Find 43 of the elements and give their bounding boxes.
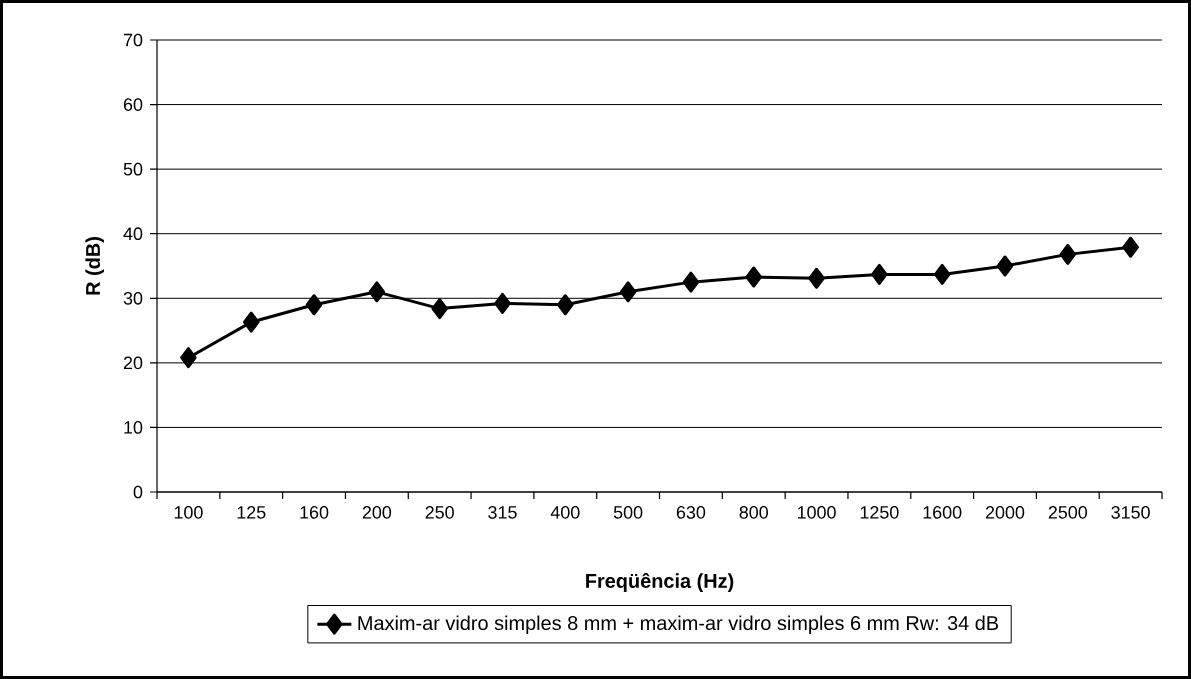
point <box>557 294 574 316</box>
point <box>808 267 825 289</box>
x-tick-label: 3150 <box>1111 506 1150 519</box>
x-tick-label: 1000 <box>797 506 836 519</box>
point <box>682 271 700 293</box>
point <box>871 263 888 285</box>
point <box>494 292 511 314</box>
y-tick-label: 30 <box>123 291 143 305</box>
x-axis-title: Freqüência (Hz) <box>586 572 734 592</box>
y-tick-label: 40 <box>123 227 143 241</box>
y-tick-label: 70 <box>123 33 143 47</box>
y-tick-label: 10 <box>124 421 143 434</box>
x-tick-label: 2500 <box>1048 506 1088 519</box>
point <box>996 255 1014 277</box>
point <box>619 281 637 303</box>
y-tick-label: 60 <box>123 98 143 111</box>
x-tick-label: 160 <box>300 506 329 519</box>
x-tick-label: 250 <box>425 506 454 519</box>
y-tick-label: 0 <box>133 485 143 499</box>
y-tick-label: 20 <box>123 356 143 370</box>
point <box>180 347 197 369</box>
point <box>1122 236 1139 258</box>
point <box>368 281 386 303</box>
x-tick-label: 315 <box>488 506 517 519</box>
x-tick-label: 125 <box>237 506 266 519</box>
point <box>431 298 448 320</box>
x-tick-label: 2000 <box>985 506 1025 519</box>
point <box>745 266 762 288</box>
x-tick-label: 400 <box>550 506 580 519</box>
x-tick-label: 500 <box>613 506 643 519</box>
x-tick-label: 630 <box>676 506 706 519</box>
point <box>933 263 951 285</box>
y-axis-title: R (dB) <box>85 237 104 295</box>
point <box>305 294 323 316</box>
legend-label: Maxim-ar vidro simples 8 mm + maxim-ar vidro simples 6 mm Rw: 34 dB <box>358 615 999 635</box>
x-tick-label: 1600 <box>923 506 962 519</box>
x-tick-label: 800 <box>739 506 768 519</box>
x-tick-label: 1250 <box>860 506 899 519</box>
x-tick-label: 200 <box>362 506 392 519</box>
point <box>1059 243 1077 265</box>
y-tick-label: 50 <box>123 162 143 176</box>
point <box>242 311 260 333</box>
x-tick-label: 100 <box>174 506 203 519</box>
